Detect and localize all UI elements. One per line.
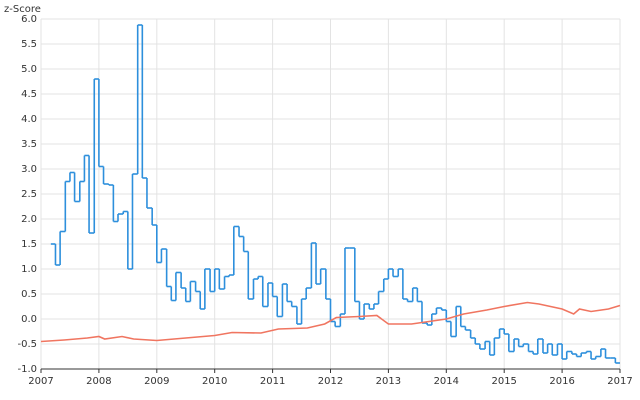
x-tick-label: 2009	[144, 376, 169, 387]
y-tick-label: 1.5	[21, 239, 37, 250]
x-tick-label: 2014	[434, 376, 459, 387]
y-tick-label: 1.0	[21, 264, 37, 275]
y-tick-label: 4.0	[21, 114, 37, 125]
x-tick-label: 2007	[28, 376, 53, 387]
y-tick-label: 3.0	[21, 164, 37, 175]
y-tick-label: 0.5	[21, 289, 37, 300]
y-tick-label: 5.0	[21, 64, 37, 75]
y-tick-label: 4.5	[21, 89, 37, 100]
y-tick-label: 3.5	[21, 139, 37, 150]
y-tick-label: -1.0	[17, 364, 37, 375]
y-tick-label: -0.5	[17, 339, 37, 350]
x-tick-label: 2008	[86, 376, 111, 387]
x-tick-label: 2016	[549, 376, 574, 387]
y-axis-label: z-Score	[4, 4, 41, 15]
x-tick-label: 2013	[376, 376, 401, 387]
x-tick-label: 2015	[491, 376, 516, 387]
y-tick-label: 2.0	[21, 214, 37, 225]
y-tick-label: 5.5	[21, 39, 37, 50]
y-tick-label: 2.5	[21, 189, 37, 200]
x-tick-label: 2017	[607, 376, 632, 387]
y-tick-label: 0.0	[21, 314, 37, 325]
y-tick-label: 6.0	[21, 14, 37, 25]
x-tick-label: 2010	[202, 376, 227, 387]
x-tick-label: 2012	[318, 376, 343, 387]
x-tick-label: 2011	[260, 376, 285, 387]
line	[40, 301, 621, 343]
